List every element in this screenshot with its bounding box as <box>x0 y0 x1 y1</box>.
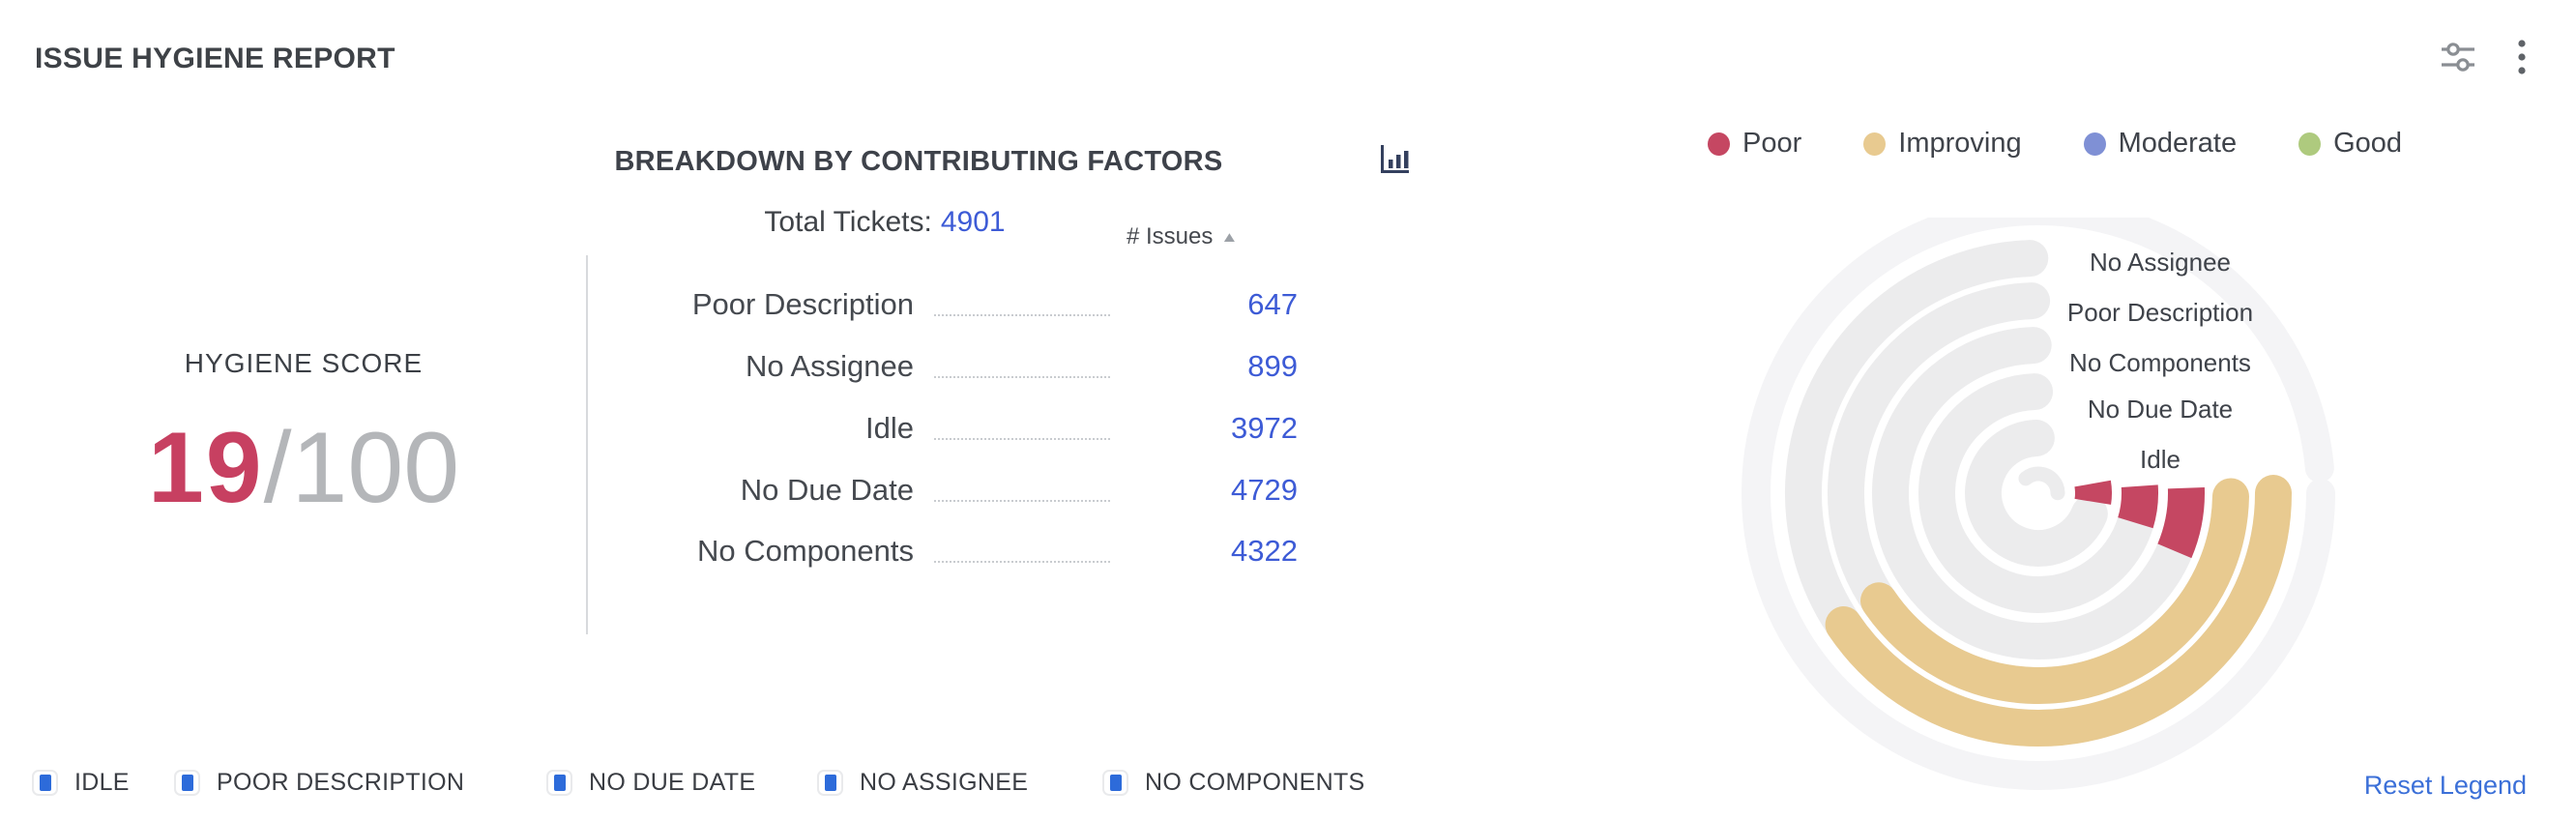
factor-row-label: No Assignee <box>745 349 914 383</box>
footer-legend-item-poor-description[interactable]: POOR DESCRIPTION <box>174 769 464 797</box>
factor-row-label: No Due Date <box>740 473 914 507</box>
dotted-leader <box>934 405 1110 440</box>
dotted-leader <box>934 281 1110 316</box>
score-max: /100 <box>263 411 460 524</box>
footer-legend-item-no-assignee[interactable]: NO ASSIGNEE <box>817 769 1028 797</box>
checkbox-fill <box>39 775 51 791</box>
reset-legend-link[interactable]: Reset Legend <box>2363 771 2527 800</box>
legend-item-good[interactable]: Good <box>2298 128 2402 160</box>
checkbox-fill <box>181 775 193 791</box>
kebab-menu-icon <box>2517 39 2527 78</box>
good-color-dot <box>2298 132 2322 156</box>
footer-legend-item-no-components[interactable]: NO COMPONENTS <box>1102 769 1365 797</box>
ring-label: No Components <box>2069 348 2251 377</box>
section-heading: BREAKDOWN BY CONTRIBUTING FACTORS <box>614 146 1223 177</box>
factor-row-label: No Components <box>696 534 914 568</box>
dotted-leader <box>934 528 1110 563</box>
legend-label: Good <box>2333 128 2403 159</box>
checkbox-icon <box>174 770 200 796</box>
issues-header-label: # Issues <box>1127 223 1214 249</box>
improving-color-dot <box>1863 132 1887 156</box>
status-legend: Poor Improving Moderate Good <box>1708 128 2402 160</box>
legend-label: Improving <box>1898 128 2022 159</box>
factor-row-value[interactable]: 899 <box>1247 349 1298 383</box>
checkbox-fill <box>1109 775 1122 791</box>
page-title: ISSUE HYGIENE REPORT <box>35 43 395 74</box>
footer-legend-label: NO ASSIGNEE <box>860 769 1029 796</box>
checkbox-fill <box>553 775 566 791</box>
poor-color-dot <box>1708 132 1730 156</box>
filter-settings-button[interactable] <box>2435 37 2481 79</box>
legend-label: Moderate <box>2118 128 2238 159</box>
legend-item-poor[interactable]: Poor <box>1708 128 1801 160</box>
legend-label: Poor <box>1742 128 1802 159</box>
factor-row-value[interactable]: 4729 <box>1231 473 1298 507</box>
checkbox-icon <box>817 770 843 796</box>
factor-row-label: Poor Description <box>691 287 914 321</box>
moderate-color-dot <box>2083 132 2106 156</box>
bar-chart-icon <box>1377 142 1412 180</box>
checkbox-icon <box>546 770 572 796</box>
factor-row-value[interactable]: 3972 <box>1231 411 1298 445</box>
vertical-divider <box>586 255 588 634</box>
footer-legend-label: IDLE <box>74 769 130 796</box>
issues-column-header[interactable]: # Issues ▲ <box>1127 223 1272 250</box>
sort-asc-icon: ▲ <box>1220 228 1240 246</box>
legend-item-moderate[interactable]: Moderate <box>2083 128 2238 160</box>
total-tickets-value[interactable]: 4901 <box>940 206 1006 238</box>
ring-label: Idle <box>2140 445 2181 474</box>
dotted-leader <box>934 467 1110 502</box>
more-options-button[interactable] <box>2504 35 2539 81</box>
footer-legend-item-no-due-date[interactable]: NO DUE DATE <box>546 769 755 797</box>
footer-legend-label: NO DUE DATE <box>589 769 756 796</box>
factor-row-value[interactable]: 4322 <box>1231 534 1298 568</box>
total-tickets: Total Tickets: 4901 <box>619 206 1151 239</box>
checkbox-icon <box>32 770 58 796</box>
legend-item-improving[interactable]: Improving <box>1863 128 2022 160</box>
radial-bar-chart[interactable] <box>1731 218 2359 798</box>
dotted-leader <box>934 343 1110 378</box>
sliders-icon <box>2440 41 2476 76</box>
checkbox-icon <box>1102 770 1128 796</box>
hygiene-score-label: HYGIENE SCORE <box>184 348 424 378</box>
hygiene-score-value: 19/100 <box>101 412 507 524</box>
ring-label: No Due Date <box>2087 395 2234 424</box>
bar-chart-view-button[interactable] <box>1373 139 1416 182</box>
footer-legend-label: POOR DESCRIPTION <box>217 769 465 796</box>
factor-row-label: Idle <box>865 411 914 445</box>
score-number: 19 <box>147 411 264 524</box>
total-tickets-label: Total Tickets: <box>764 206 932 238</box>
footer-legend-item-idle[interactable]: IDLE <box>32 769 130 797</box>
footer-legend-label: NO COMPONENTS <box>1145 769 1365 796</box>
ring-label: Poor Description <box>2066 298 2254 327</box>
ring-label: No Assignee <box>2090 248 2231 277</box>
factor-row-value[interactable]: 647 <box>1247 287 1298 321</box>
checkbox-fill <box>824 775 836 791</box>
